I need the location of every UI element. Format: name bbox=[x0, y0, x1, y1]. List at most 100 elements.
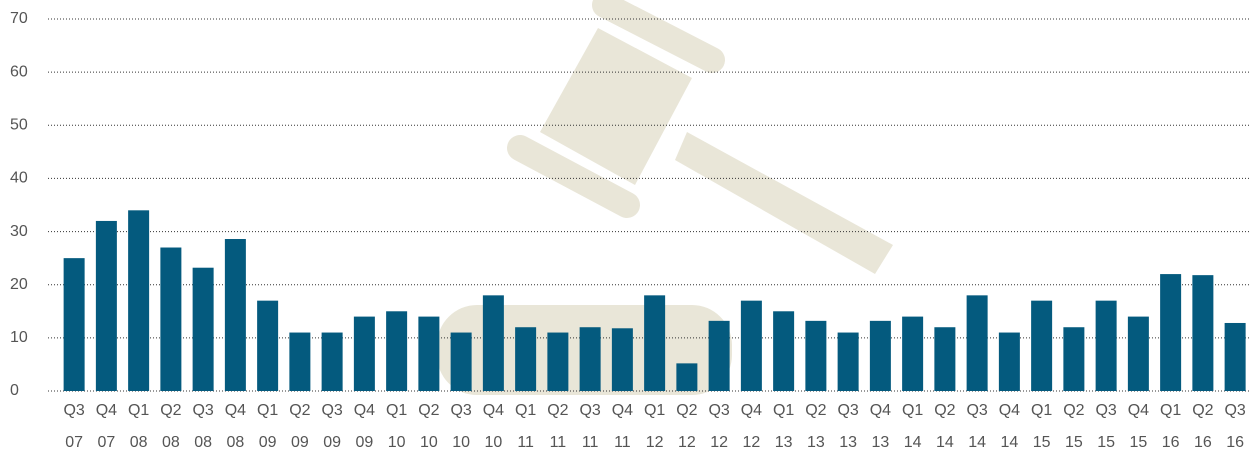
chart: 010203040506070Q307Q407Q108Q208Q308Q408Q… bbox=[0, 0, 1250, 454]
bar bbox=[838, 333, 859, 391]
bar bbox=[96, 221, 117, 391]
x-tick-label: 13 bbox=[871, 434, 889, 451]
x-tick-label: 14 bbox=[1000, 434, 1018, 451]
x-tick-label: Q1 bbox=[257, 402, 278, 419]
x-tick-label: Q2 bbox=[547, 402, 568, 419]
x-tick-label: 08 bbox=[130, 434, 148, 451]
x-tick-label: Q2 bbox=[1063, 402, 1084, 419]
bar bbox=[547, 333, 568, 391]
x-tick-label: Q3 bbox=[1224, 402, 1245, 419]
x-tick-label: 09 bbox=[259, 434, 277, 451]
x-tick-label: 11 bbox=[614, 434, 631, 451]
bar bbox=[193, 268, 214, 391]
x-tick-label: Q2 bbox=[418, 402, 439, 419]
x-tick-label: Q4 bbox=[612, 402, 633, 419]
bar bbox=[386, 311, 407, 391]
bar bbox=[418, 317, 439, 391]
x-tick-label: 11 bbox=[582, 434, 599, 451]
bar bbox=[773, 311, 794, 391]
x-tick-label: 10 bbox=[420, 434, 438, 451]
x-tick-label: Q1 bbox=[902, 402, 923, 419]
x-tick-label: Q3 bbox=[450, 402, 471, 419]
x-tick-label: 09 bbox=[291, 434, 309, 451]
x-tick-label: 15 bbox=[1097, 434, 1115, 451]
x-tick-label: 14 bbox=[968, 434, 986, 451]
bar bbox=[483, 295, 504, 391]
x-tick-label: 09 bbox=[323, 434, 341, 451]
x-tick-label: Q2 bbox=[289, 402, 310, 419]
x-tick-label: Q4 bbox=[354, 402, 375, 419]
x-tick-label: Q1 bbox=[386, 402, 407, 419]
bar bbox=[805, 321, 826, 391]
x-tick-label: 15 bbox=[1033, 434, 1051, 451]
bar bbox=[160, 248, 181, 391]
y-tick-label: 20 bbox=[10, 276, 28, 293]
bar bbox=[1225, 323, 1246, 391]
bar bbox=[870, 321, 891, 391]
bar bbox=[225, 239, 246, 391]
bar bbox=[322, 333, 343, 391]
x-tick-label: Q3 bbox=[837, 402, 858, 419]
x-tick-label: 08 bbox=[226, 434, 244, 451]
y-tick-label: 50 bbox=[10, 117, 28, 134]
x-tick-label: Q1 bbox=[1160, 402, 1181, 419]
x-tick-label: 07 bbox=[97, 434, 115, 451]
y-tick-label: 40 bbox=[10, 170, 28, 187]
x-tick-label: Q4 bbox=[741, 402, 762, 419]
bar bbox=[1031, 301, 1052, 391]
x-tick-label: 16 bbox=[1194, 434, 1212, 451]
y-tick-label: 10 bbox=[10, 329, 28, 346]
bar bbox=[289, 333, 310, 391]
x-tick-label: Q2 bbox=[805, 402, 826, 419]
x-tick-label: Q1 bbox=[1031, 402, 1052, 419]
bar bbox=[612, 328, 633, 391]
bar bbox=[999, 333, 1020, 391]
x-tick-label: Q3 bbox=[1095, 402, 1116, 419]
x-tick-label: 07 bbox=[65, 434, 83, 451]
x-tick-label: Q4 bbox=[96, 402, 117, 419]
x-tick-label: Q4 bbox=[483, 402, 504, 419]
x-tick-label: Q3 bbox=[321, 402, 342, 419]
bar bbox=[1160, 274, 1181, 391]
x-tick-label: 09 bbox=[355, 434, 373, 451]
x-tick-label: Q3 bbox=[63, 402, 84, 419]
bar bbox=[128, 210, 149, 391]
x-tick-label: 15 bbox=[1065, 434, 1083, 451]
bar bbox=[741, 301, 762, 391]
x-tick-label: 10 bbox=[484, 434, 502, 451]
bar bbox=[934, 327, 955, 391]
x-tick-label: 10 bbox=[388, 434, 406, 451]
x-tick-label: 08 bbox=[162, 434, 180, 451]
x-tick-label: Q2 bbox=[160, 402, 181, 419]
x-tick-label: Q4 bbox=[870, 402, 891, 419]
y-tick-label: 30 bbox=[10, 223, 28, 240]
bar bbox=[676, 363, 697, 391]
x-tick-label: 13 bbox=[775, 434, 793, 451]
x-tick-label: 08 bbox=[194, 434, 212, 451]
x-tick-label: Q2 bbox=[1192, 402, 1213, 419]
bar bbox=[902, 317, 923, 391]
x-tick-label: Q3 bbox=[192, 402, 213, 419]
x-tick-label: 14 bbox=[936, 434, 954, 451]
bar bbox=[967, 295, 988, 391]
y-tick-label: 0 bbox=[10, 382, 19, 399]
x-tick-label: Q4 bbox=[1128, 402, 1149, 419]
x-tick-label: 13 bbox=[807, 434, 825, 451]
bar bbox=[1096, 301, 1117, 391]
x-tick-label: 15 bbox=[1129, 434, 1147, 451]
x-tick-label: 12 bbox=[742, 434, 760, 451]
x-tick-label: 14 bbox=[904, 434, 922, 451]
bar bbox=[644, 295, 665, 391]
bar bbox=[451, 333, 472, 391]
x-tick-label: Q2 bbox=[676, 402, 697, 419]
x-tick-label: 11 bbox=[550, 434, 567, 451]
bar bbox=[257, 301, 278, 391]
x-tick-label: 13 bbox=[839, 434, 857, 451]
x-tick-label: 16 bbox=[1226, 434, 1244, 451]
y-tick-label: 70 bbox=[10, 10, 28, 27]
bar bbox=[64, 258, 85, 391]
x-tick-label: Q3 bbox=[579, 402, 600, 419]
x-tick-label: Q4 bbox=[999, 402, 1020, 419]
x-tick-label: Q1 bbox=[515, 402, 536, 419]
x-tick-label: 12 bbox=[646, 434, 664, 451]
